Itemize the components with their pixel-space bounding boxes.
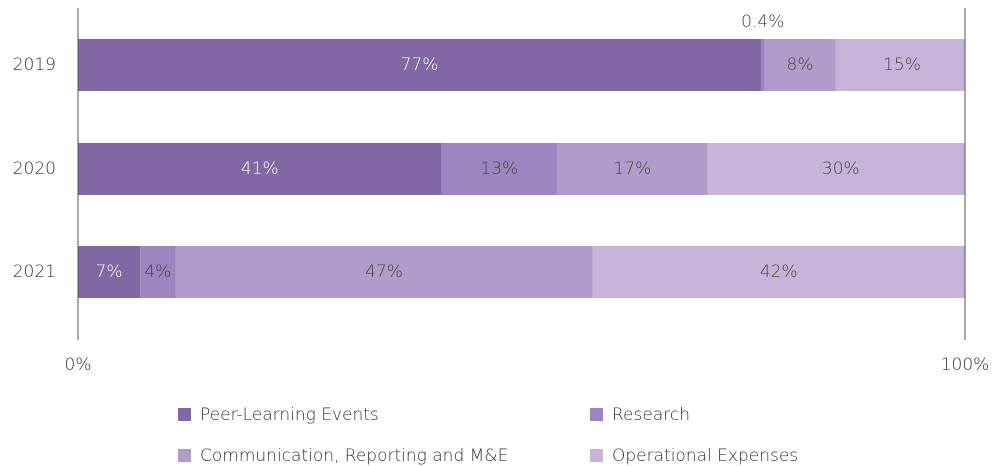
x-tick-label: 0% — [65, 355, 92, 375]
value-label: 0.4% — [741, 12, 784, 32]
value-label: 17% — [613, 159, 651, 179]
y-tick-label: 2019 — [13, 55, 56, 75]
value-label: 8% — [787, 55, 814, 75]
value-label: 47% — [365, 262, 403, 282]
bar-segment — [441, 143, 557, 195]
y-tick-label: 2021 — [13, 262, 56, 282]
legend-swatch — [590, 408, 603, 421]
bar-segment — [78, 39, 761, 91]
value-label: 42% — [760, 262, 798, 282]
x-tick-label: 100% — [941, 355, 990, 375]
bar-segment — [835, 39, 965, 91]
bar-segment — [556, 143, 708, 195]
bar-segment — [78, 246, 141, 298]
legend-swatch — [590, 449, 603, 462]
bar-segment — [707, 143, 965, 195]
value-label: 30% — [822, 159, 860, 179]
value-label: 4% — [144, 262, 171, 282]
bar-segment — [760, 39, 765, 91]
y-tick-label: 2020 — [13, 159, 56, 179]
value-label: 7% — [96, 262, 123, 282]
legend-label: Peer-Learning Events — [200, 405, 379, 425]
value-label: 13% — [480, 159, 518, 179]
legend-swatch — [178, 449, 191, 462]
legend-label: Operational Expenses — [612, 446, 798, 466]
bar-segment — [78, 143, 442, 195]
legend-label: Communication, Reporting and M&E — [200, 446, 508, 466]
value-label: 41% — [241, 159, 279, 179]
bar-segment — [140, 246, 176, 298]
bar-segment — [592, 246, 965, 298]
value-label: 77% — [401, 55, 439, 75]
bar-segment — [175, 246, 593, 298]
bars — [78, 39, 965, 298]
value-label: 15% — [883, 55, 921, 75]
legend-label: Research — [612, 405, 690, 425]
legend-swatch — [178, 408, 191, 421]
bar-segment — [764, 39, 836, 91]
